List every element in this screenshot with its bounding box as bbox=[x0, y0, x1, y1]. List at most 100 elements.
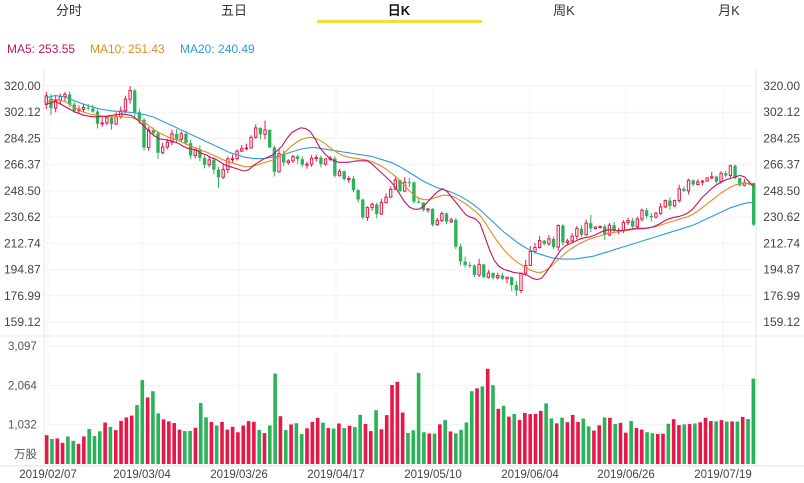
candle bbox=[351, 175, 356, 193]
volume-bar bbox=[618, 422, 623, 464]
candle bbox=[347, 176, 351, 183]
candle bbox=[449, 217, 453, 224]
candle-body-down bbox=[295, 156, 300, 160]
volume-bar bbox=[464, 422, 469, 464]
volume-bar bbox=[677, 425, 681, 464]
candle-body-down bbox=[342, 171, 346, 180]
volume-bar bbox=[129, 415, 134, 464]
candle-body-up bbox=[314, 157, 318, 160]
candle-body-up bbox=[584, 222, 588, 236]
candle-body-up bbox=[323, 158, 328, 165]
tab-five-day[interactable]: 五日 bbox=[220, 3, 247, 18]
candle bbox=[672, 199, 677, 208]
candle-body-down bbox=[482, 264, 486, 278]
candle bbox=[356, 188, 360, 203]
volume-bar bbox=[432, 433, 437, 464]
volume-bar bbox=[299, 434, 304, 464]
volume-bar bbox=[358, 414, 362, 464]
volume-bar bbox=[581, 418, 586, 464]
price-tick-right: 302.12 bbox=[763, 105, 800, 119]
volume-bar bbox=[363, 423, 368, 464]
tab-weekly-k[interactable]: 周K bbox=[553, 3, 575, 18]
candle-body-down bbox=[514, 285, 519, 291]
candle-body-down bbox=[198, 149, 202, 159]
date-tick: 2019/04/17 bbox=[307, 469, 365, 481]
candle bbox=[379, 198, 384, 215]
price-tick-left: 194.87 bbox=[4, 263, 41, 277]
volume-bar bbox=[400, 412, 405, 464]
candle bbox=[463, 256, 467, 268]
volume-bar bbox=[645, 432, 649, 464]
volume-bar bbox=[613, 424, 618, 464]
tab-monthly-k[interactable]: 月K bbox=[718, 3, 740, 18]
candle-body-down bbox=[361, 199, 365, 218]
candle-body-down bbox=[151, 130, 156, 134]
volume-bar bbox=[666, 423, 671, 464]
candle-body-up bbox=[705, 177, 709, 182]
price-tick-right: 266.37 bbox=[763, 158, 800, 172]
tab-daily-k[interactable]: 日K bbox=[387, 3, 411, 18]
volume-bar bbox=[252, 421, 256, 464]
volume-bar bbox=[331, 428, 336, 464]
candle-body-down bbox=[216, 169, 221, 178]
tab-intraday[interactable]: 分时 bbox=[55, 3, 82, 18]
candle bbox=[384, 193, 388, 204]
candle bbox=[472, 264, 477, 277]
candle bbox=[226, 156, 230, 174]
candle-body-up bbox=[305, 163, 309, 166]
candle-body-up bbox=[640, 209, 644, 220]
volume-bar bbox=[448, 431, 453, 464]
volume-bar bbox=[422, 432, 426, 464]
price-tick-left: 159.12 bbox=[4, 315, 41, 329]
candle-body-up bbox=[114, 116, 118, 125]
volume-bar bbox=[135, 405, 139, 464]
volume-bar bbox=[230, 426, 235, 464]
candle-body-down bbox=[212, 159, 216, 170]
candle-body-up bbox=[337, 170, 342, 177]
volume-bar bbox=[533, 413, 538, 464]
candle bbox=[728, 164, 733, 178]
candle bbox=[696, 179, 700, 186]
candle-body-up bbox=[570, 235, 574, 242]
candle bbox=[482, 263, 486, 278]
candle-body-up bbox=[63, 93, 67, 98]
candle-body-down bbox=[416, 201, 421, 203]
candle bbox=[444, 212, 449, 224]
volume-bar bbox=[629, 420, 633, 464]
candle-body-down bbox=[542, 240, 546, 244]
candle-body-up bbox=[309, 157, 314, 165]
candle-body-down bbox=[412, 182, 416, 202]
candle bbox=[710, 171, 714, 180]
candle-body-up bbox=[230, 158, 235, 161]
volume-bar bbox=[44, 435, 49, 464]
candle-body-down bbox=[500, 275, 505, 279]
candle-body-up bbox=[426, 208, 430, 211]
volume-bar bbox=[55, 438, 60, 464]
candle-body-up bbox=[719, 172, 723, 183]
volume-bar bbox=[485, 368, 490, 464]
volume-bar bbox=[50, 439, 54, 464]
volume-bar bbox=[698, 422, 703, 464]
candle-body-up bbox=[654, 212, 658, 218]
candle-body-down bbox=[561, 225, 565, 243]
candle-body-down bbox=[444, 213, 449, 222]
volume-bar bbox=[507, 416, 511, 464]
price-tick-right: 159.12 bbox=[763, 315, 800, 329]
candle-body-down bbox=[156, 133, 160, 153]
candle-body-up bbox=[244, 147, 249, 150]
volume-bar bbox=[390, 385, 394, 464]
candle-body-up bbox=[556, 225, 560, 248]
volume-bar bbox=[87, 428, 91, 464]
candle bbox=[300, 156, 304, 167]
candle-body-down bbox=[714, 176, 719, 182]
candle bbox=[91, 104, 95, 113]
price-tick-left: 248.50 bbox=[4, 184, 41, 198]
candle bbox=[314, 154, 318, 162]
volume-bar bbox=[92, 435, 97, 464]
volume-bar bbox=[140, 379, 145, 464]
candle bbox=[272, 145, 277, 177]
ma20-line bbox=[45, 94, 754, 260]
price-tick-right: 320.00 bbox=[763, 79, 800, 93]
candle bbox=[751, 182, 756, 227]
volume-bar bbox=[198, 403, 203, 464]
